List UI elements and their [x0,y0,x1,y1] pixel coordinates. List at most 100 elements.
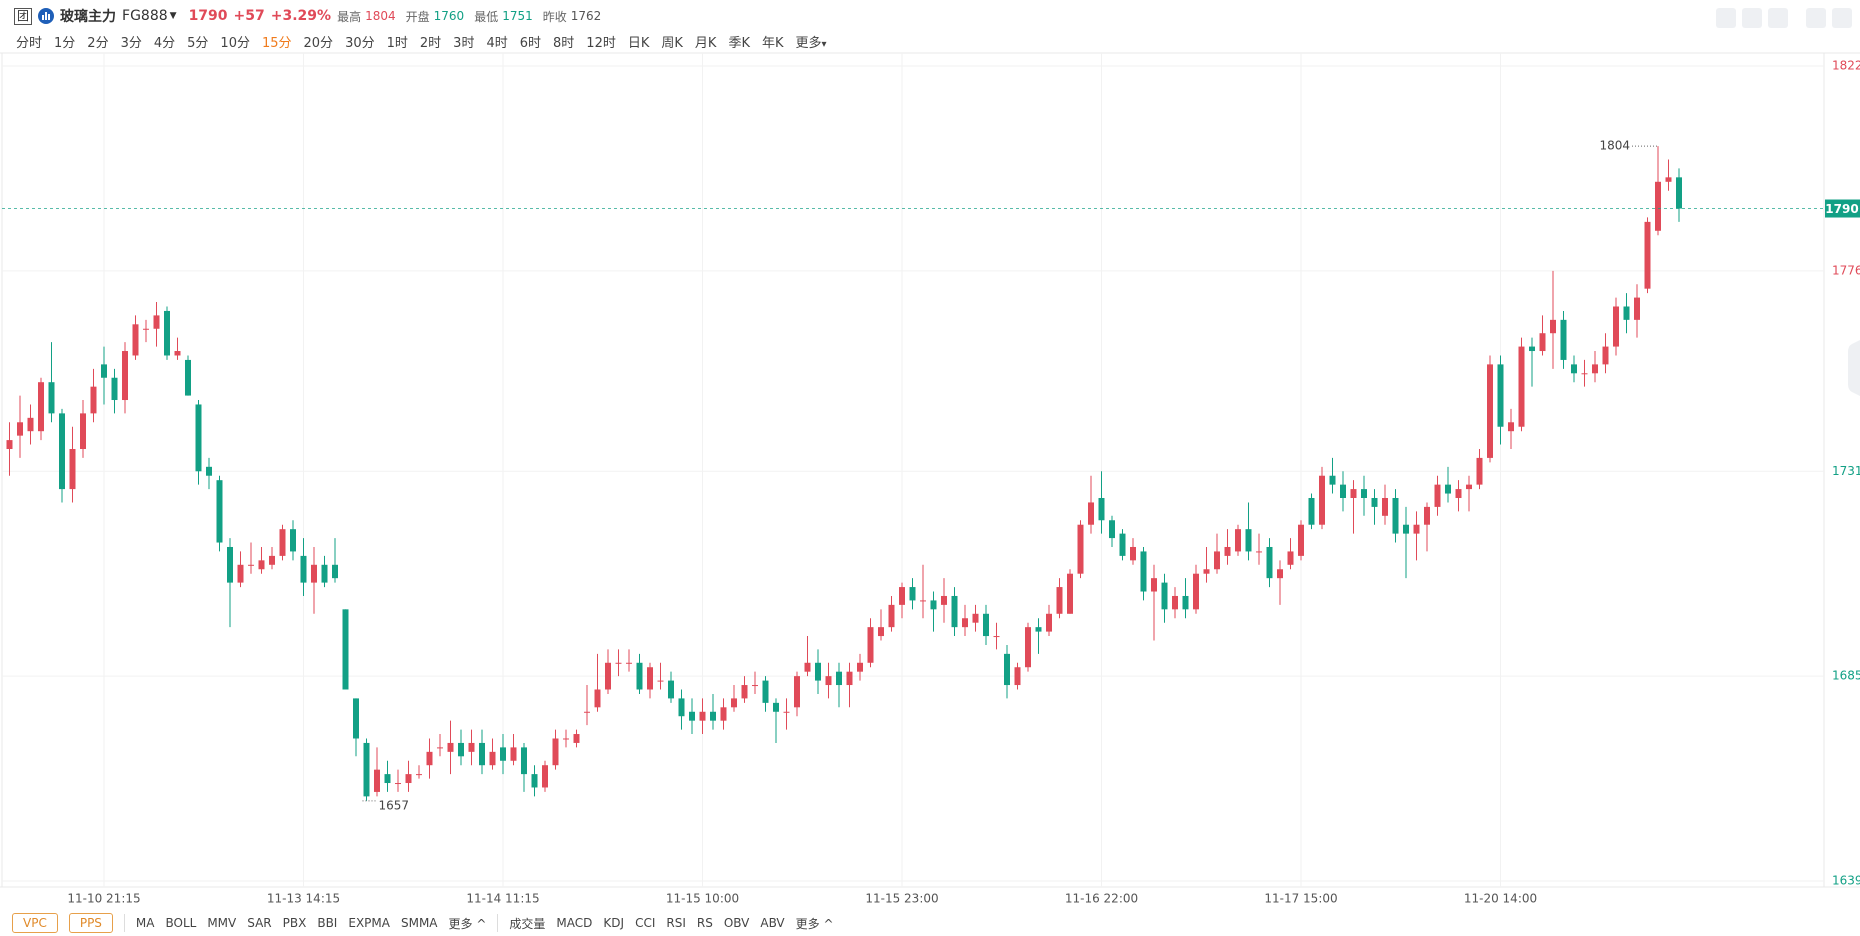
candle-body [395,783,401,785]
indicator[interactable]: MMV [207,916,237,930]
icon[interactable] [1716,8,1736,28]
candle-body [258,560,265,570]
candle-body [1413,524,1420,534]
candle-body [773,702,779,712]
candle-body [1245,529,1252,552]
candle-body [17,422,23,436]
icon[interactable] [1768,8,1788,28]
indicator[interactable]: BBI [317,916,338,930]
indicator[interactable]: ABV [760,916,785,930]
indicator[interactable]: PPS [68,913,113,933]
indicator-bar: VPC PPS MA BOLL MMV SAR PBX BBI EXPMA SMMA 更多 ^ 成交量… [12,912,834,934]
stat-label: 昨收 [542,9,567,24]
candle-body [1581,373,1588,375]
indicator[interactable]: CCI [635,916,656,930]
quote-header: 团 玻璃主力 FG888 ▼ 1790 +57 +3.29% 最高 1804 开盘 17… [14,5,607,27]
period[interactable]: 20分 [303,35,334,51]
candle-body [836,671,842,686]
candle-body [1655,181,1661,231]
period[interactable]: 2分 [87,35,109,51]
period[interactable]: 月K [694,35,717,51]
period[interactable]: 2时 [419,35,442,51]
candle-body [416,774,422,776]
period[interactable]: 季K [728,35,750,51]
candle-body [1130,546,1136,561]
indicator[interactable]: PBX [282,916,307,930]
period[interactable]: 12时 [586,35,616,51]
candle-body [1518,346,1525,427]
candle-body [762,680,769,703]
candle-body [1056,587,1063,614]
candle-body [878,627,884,637]
candle-body [1140,551,1147,592]
indicator[interactable]: 成交量 [509,916,546,931]
period[interactable]: 日K [627,35,650,51]
period[interactable]: 4时 [486,35,508,51]
indicator[interactable]: KDJ [603,916,625,930]
indicator[interactable]: 更多 ^ [448,916,487,931]
candle-body [941,595,947,605]
candle-body [1602,346,1609,365]
y-tick-label: 1822 [1832,59,1860,73]
candle-body [1119,533,1126,556]
period[interactable]: 1分 [54,35,76,51]
indicator[interactable]: 更多 ^ [795,916,834,931]
period[interactable]: 3时 [453,35,475,51]
indicator[interactable]: VPC [12,913,58,933]
period[interactable]: 15分 [261,35,292,51]
candle-body [1025,627,1031,668]
indicator[interactable]: SMMA [400,916,438,930]
period[interactable]: 30分 [345,35,375,51]
candle-body [174,351,181,356]
indicator[interactable]: MA [135,916,155,930]
period[interactable]: 4分 [153,35,176,51]
candle-body [1319,475,1325,525]
stat-label: 最高 [337,9,362,24]
candle-body [689,711,695,721]
badge: 团 [14,7,33,25]
candle-body [384,774,391,784]
period[interactable]: 10分 [220,35,250,51]
indicator[interactable]: BOLL [165,916,197,930]
candle-body [1235,529,1241,552]
candle-body [1665,177,1672,182]
period[interactable]: 5分 [187,35,209,51]
candle-body [1182,595,1189,610]
period[interactable]: 分时 [16,35,43,51]
period[interactable]: 更多▾ [795,35,827,51]
annotation-label: 1804 [1599,139,1630,153]
candle-body [1455,489,1462,498]
candle-body [867,627,874,663]
indicator[interactable]: SAR [247,916,272,930]
icon[interactable] [1832,8,1852,28]
change-pct: +3.29% [270,8,332,24]
candle-body [993,636,1000,638]
indicator[interactable]: RSI [666,916,686,930]
period[interactable]: 3分 [120,35,142,51]
candle-body [720,707,727,721]
period[interactable]: 周K [661,35,683,51]
period[interactable]: 8时 [553,35,575,51]
indicator[interactable]: EXPMA [348,916,390,930]
candle-body [437,747,443,749]
period[interactable]: 1时 [386,35,408,51]
indicator[interactable]: MACD [556,916,593,930]
indicator[interactable]: OBV [723,916,750,930]
y-tick-label: 1776 [1832,263,1860,277]
stat-value: 1762 [570,9,602,23]
candle-body [1560,319,1567,360]
separator [497,914,499,932]
indicator[interactable]: RS [696,916,713,930]
period[interactable]: 6时 [519,35,542,51]
candle-body [930,600,937,610]
symbol-code[interactable]: FG888 [122,8,168,24]
icon[interactable] [1742,8,1762,28]
candle-body [59,413,65,490]
candle-body [1067,573,1073,614]
candle-body [584,711,590,713]
y-tick-label: 1731 [1832,464,1860,478]
icon[interactable] [1806,8,1826,28]
candle-body [1371,497,1378,507]
period[interactable]: 年K [761,35,784,51]
